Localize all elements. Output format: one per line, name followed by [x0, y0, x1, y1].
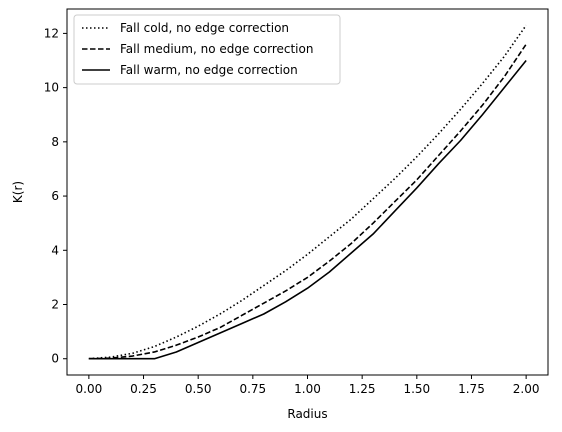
legend-label-1: Fall cold, no edge correction — [120, 21, 289, 35]
x-tick-label: 0.25 — [130, 382, 157, 396]
y-axis-label: K(r) — [11, 181, 25, 203]
x-tick-label: 0.00 — [76, 382, 103, 396]
x-tick-label: 1.50 — [403, 382, 430, 396]
y-tick-label: 8 — [51, 135, 59, 149]
series-line-3 — [88, 60, 527, 360]
y-tick-label: 12 — [44, 26, 59, 40]
x-tick-label: 2.00 — [513, 382, 540, 396]
x-tick-label: 0.75 — [239, 382, 266, 396]
x-tick-label: 1.75 — [458, 382, 485, 396]
legend: Fall cold, no edge correction Fall medium… — [73, 14, 341, 85]
x-tick-label: 1.25 — [349, 382, 376, 396]
x-tick-label: 0.50 — [185, 382, 212, 396]
y-tick-label: 6 — [51, 189, 59, 203]
series-layer — [88, 24, 527, 360]
legend-label-3: Fall warm, no edge correction — [120, 63, 298, 77]
x-axis-label: Radius — [287, 407, 327, 421]
legend-box — [73, 14, 341, 85]
y-tick-label: 4 — [51, 243, 59, 257]
x-tick-label: 1.00 — [294, 382, 321, 396]
y-tick-label: 0 — [51, 352, 59, 366]
series-line-2 — [88, 43, 527, 360]
y-tick-label: 10 — [44, 81, 59, 95]
y-tick-label: 2 — [51, 298, 59, 312]
axes-layer: 0.00 0.25 0.50 0.75 1.00 1.25 1.50 1.75 2.00 0 2 4 6… — [44, 8, 549, 396]
legend-label-2: Fall medium, no edge correction — [120, 42, 313, 56]
